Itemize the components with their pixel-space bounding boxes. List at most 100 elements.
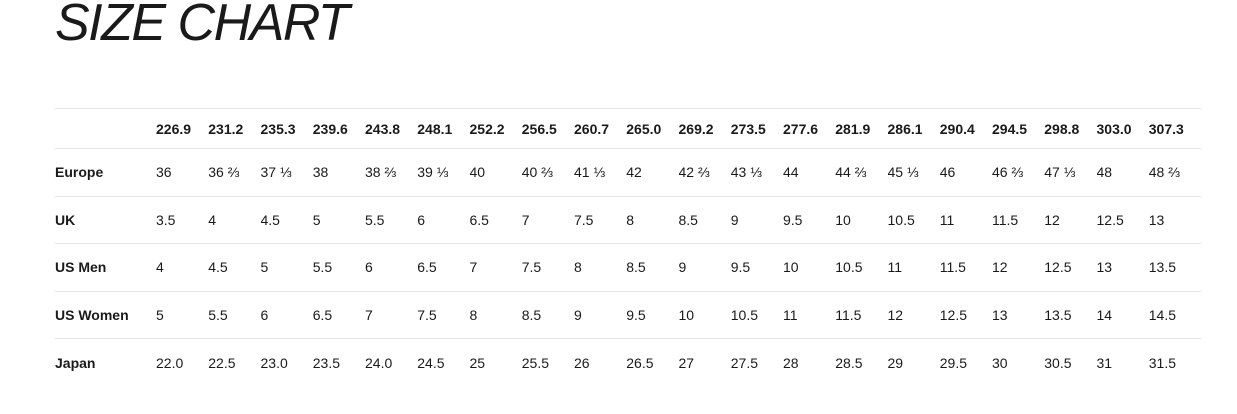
column-header: 239.6 <box>312 120 348 137</box>
size-value-cell: 6.5 <box>469 211 489 228</box>
size-value-cell: 12.5 <box>939 306 967 323</box>
size-value-cell: 5 <box>260 259 269 276</box>
size-chart-table: 226.9 231.2 235.3 239.6 243.8 248.1 252.2 256.5… <box>55 108 1201 386</box>
size-value-cell: 4 <box>208 211 217 228</box>
size-value-cell: 10.5 <box>887 211 915 228</box>
column-header: 277.6 <box>783 120 819 137</box>
size-value-cell: 47 ⅓ <box>1044 164 1076 181</box>
size-value-cell: 38 ⅔ <box>365 164 397 181</box>
size-value-cell: 29 <box>887 354 904 371</box>
size-value-cell: 28.5 <box>835 354 863 371</box>
size-value-cell: 7.5 <box>574 211 594 228</box>
size-value-cell: 11 <box>939 211 955 228</box>
size-value-cell: 14 <box>1096 306 1113 323</box>
size-value-cell: 44 <box>783 164 799 181</box>
size-value-cell: 42 ⅔ <box>678 164 710 181</box>
size-value-cell: 23.5 <box>312 354 340 371</box>
size-value-cell: 28 <box>783 354 799 371</box>
table-row: UK 3.5 4 4.5 5 5.5 6 6.5 7 7.5 8 8.5 9 9.5 10 10.5 11 11.… <box>55 196 1201 244</box>
size-value-cell: 5 <box>156 306 164 323</box>
size-value-cell: 7 <box>521 211 530 228</box>
column-header: 303.0 <box>1096 120 1132 137</box>
size-value-cell: 30 <box>992 354 1008 371</box>
size-value-cell: 27.5 <box>730 354 758 371</box>
size-value-cell: 22.0 <box>156 354 184 371</box>
size-value-cell: 48 <box>1096 164 1113 181</box>
size-value-cell: 8.5 <box>678 211 698 228</box>
size-value-cell: 24.0 <box>365 354 393 371</box>
size-value-cell: 29.5 <box>939 354 967 371</box>
size-value-cell: 36 <box>156 164 172 181</box>
size-value-cell: 11 <box>783 306 798 323</box>
size-value-cell: 12 <box>992 259 1008 276</box>
size-value-cell: 6.5 <box>312 306 333 323</box>
size-value-cell: 13 <box>992 306 1008 323</box>
size-value-cell: 13.5 <box>1044 306 1072 323</box>
size-value-cell: 40 ⅔ <box>521 164 553 181</box>
size-value-cell: 8 <box>626 211 635 228</box>
size-value-cell: 31.5 <box>1148 354 1176 371</box>
table-row: US Women 5 5.5 6 6.5 7 7.5 8 8.5 9 9.5 10 10.5 11 11.5… <box>55 291 1201 339</box>
size-value-cell: 8.5 <box>521 306 542 323</box>
row-label: Europe <box>55 164 104 181</box>
size-value-cell: 9.5 <box>783 211 803 228</box>
size-value-cell: 37 ⅓ <box>260 164 292 181</box>
column-header: 260.7 <box>574 120 610 137</box>
size-value-cell: 11.5 <box>835 306 862 323</box>
size-value-cell: 4.5 <box>260 211 280 228</box>
corner-cell <box>55 109 156 149</box>
size-table-header: 226.9 231.2 235.3 239.6 243.8 248.1 252.2 256.5… <box>55 108 1201 149</box>
size-value-cell: 43 ⅓ <box>730 164 762 181</box>
row-label: US Men <box>55 259 107 276</box>
size-value-cell: 48 ⅔ <box>1148 164 1180 181</box>
column-header: 273.5 <box>730 120 766 137</box>
size-value-cell: 26 <box>574 354 590 371</box>
size-value-cell: 9 <box>678 259 687 276</box>
page-title: SIZE CHART <box>55 0 350 52</box>
size-value-cell: 24.5 <box>417 354 445 371</box>
size-value-cell: 39 ⅓ <box>417 164 449 181</box>
size-value-cell: 46 <box>939 164 956 181</box>
size-value-cell: 8 <box>469 306 478 323</box>
column-header: 248.1 <box>417 120 453 137</box>
size-value-cell: 25 <box>469 354 486 371</box>
size-value-cell: 6 <box>417 211 426 228</box>
size-value-cell: 11.5 <box>939 259 966 276</box>
table-row: Japan 22.0 22.5 23.0 23.5 24.0 24.5 25 25.5 26 26.… <box>55 339 1201 387</box>
size-value-cell: 9 <box>730 211 739 228</box>
size-value-cell: 4.5 <box>208 259 228 276</box>
column-header: 290.4 <box>939 120 975 137</box>
size-value-cell: 11 <box>887 259 903 276</box>
size-value-cell: 8.5 <box>626 259 646 276</box>
row-label: US Women <box>55 306 129 323</box>
size-value-cell: 5 <box>312 211 321 228</box>
size-value-cell: 23.0 <box>260 354 288 371</box>
size-value-cell: 13 <box>1096 259 1113 276</box>
size-value-cell: 3.5 <box>156 211 176 228</box>
size-value-cell: 38 <box>312 164 329 181</box>
size-value-cell: 12.5 <box>1096 211 1124 228</box>
row-label: UK <box>55 211 76 228</box>
size-value-cell: 41 ⅓ <box>574 164 606 181</box>
column-header: 286.1 <box>887 120 923 137</box>
size-value-cell: 12 <box>887 306 904 323</box>
size-value-cell: 7 <box>469 259 478 276</box>
size-value-cell: 10.5 <box>835 259 863 276</box>
table-row: US Men 4 4.5 5 5.5 6 6.5 7 7.5 8 8.5 9 9.5 10 10.5 11 11… <box>55 244 1201 291</box>
size-value-cell: 7.5 <box>521 259 542 276</box>
size-value-cell: 9.5 <box>730 259 751 276</box>
table-row: Europe 36 36 ⅔ 37 ⅓ 38 38 ⅔ 39 ⅓ 40 40 ⅔ 41 ⅓ 42 42… <box>55 149 1201 196</box>
size-value-cell: 10.5 <box>730 306 758 323</box>
size-value-cell: 13 <box>1148 211 1165 228</box>
size-value-cell: 14.5 <box>1148 306 1176 323</box>
size-value-cell: 45 ⅓ <box>887 164 919 181</box>
size-value-cell: 40 <box>469 164 486 181</box>
column-header: 294.5 <box>992 120 1028 137</box>
column-header: 265.0 <box>626 120 662 137</box>
size-value-cell: 26.5 <box>626 354 654 371</box>
size-value-cell: 46 ⅔ <box>992 164 1024 181</box>
row-label: Japan <box>55 354 96 371</box>
size-value-cell: 10 <box>835 211 851 228</box>
size-value-cell: 22.5 <box>208 354 236 371</box>
size-value-cell: 27 <box>678 354 695 371</box>
